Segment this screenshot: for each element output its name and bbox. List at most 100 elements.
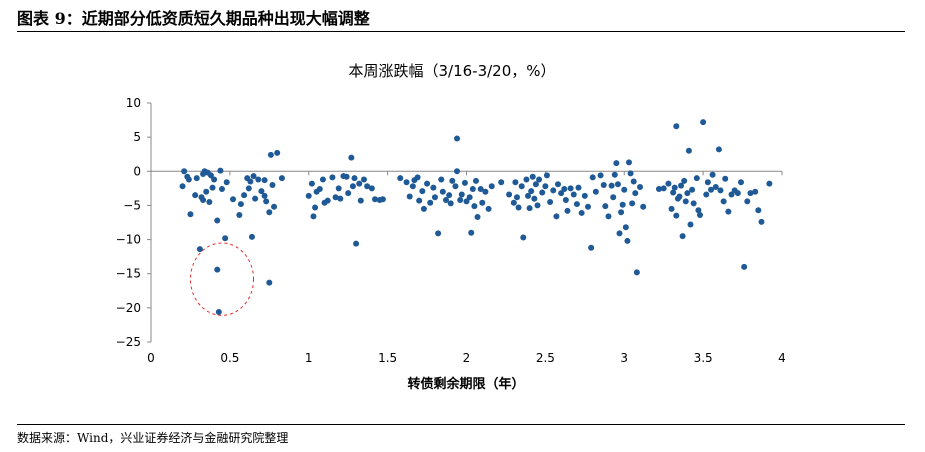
data-point xyxy=(245,185,252,192)
data-point xyxy=(469,186,476,193)
data-point xyxy=(360,176,367,183)
highlight-circle xyxy=(189,242,255,316)
data-point xyxy=(561,186,568,193)
data-point xyxy=(356,180,363,187)
data-point xyxy=(211,176,218,183)
data-point xyxy=(269,181,276,188)
data-point xyxy=(353,240,360,247)
data-point xyxy=(258,188,265,195)
data-point xyxy=(250,173,257,180)
data-point xyxy=(611,171,618,178)
data-point xyxy=(567,185,574,192)
data-point xyxy=(518,183,525,190)
data-point xyxy=(728,191,735,198)
data-point xyxy=(681,177,688,184)
data-point xyxy=(179,183,186,190)
data-point xyxy=(630,178,637,185)
data-point xyxy=(397,175,404,182)
data-point xyxy=(427,199,434,206)
data-point xyxy=(614,181,621,188)
data-point xyxy=(472,177,479,184)
data-point xyxy=(223,179,230,186)
x-tick-label: 2.5 xyxy=(536,351,555,365)
data-point xyxy=(621,186,628,193)
data-point xyxy=(624,237,631,244)
data-point xyxy=(717,187,724,194)
data-point xyxy=(532,181,539,188)
data-point xyxy=(722,175,729,182)
x-tick-label: 4 xyxy=(778,351,786,365)
data-point xyxy=(364,183,371,190)
data-point xyxy=(655,186,662,193)
data-point xyxy=(720,198,727,205)
data-point xyxy=(766,180,773,187)
data-point xyxy=(343,173,350,180)
data-point xyxy=(278,175,285,182)
data-point xyxy=(438,176,445,183)
data-point xyxy=(267,151,274,158)
data-point xyxy=(329,174,336,181)
data-point xyxy=(261,192,268,199)
data-point xyxy=(755,207,762,214)
data-point xyxy=(203,188,210,195)
data-point xyxy=(588,244,595,251)
data-point xyxy=(619,201,626,208)
x-tick-label: 3.5 xyxy=(694,351,713,365)
data-point xyxy=(704,179,711,186)
data-point xyxy=(581,192,588,199)
data-point xyxy=(700,119,707,126)
data-point xyxy=(471,203,478,210)
x-tick-label: 2 xyxy=(463,351,471,365)
data-point xyxy=(218,186,225,193)
data-point xyxy=(266,279,273,286)
data-point xyxy=(419,188,426,195)
data-point xyxy=(564,207,571,214)
data-point xyxy=(520,234,527,241)
data-point xyxy=(372,196,379,203)
data-point xyxy=(252,195,259,202)
data-point xyxy=(357,197,364,204)
data-point xyxy=(337,195,344,202)
data-point xyxy=(446,192,453,199)
data-point xyxy=(193,175,200,182)
data-point xyxy=(332,194,339,201)
x-tick-label: 1.5 xyxy=(378,351,397,365)
data-point xyxy=(409,183,416,190)
data-point xyxy=(632,190,639,197)
data-point xyxy=(442,196,449,203)
data-point xyxy=(457,196,464,203)
data-point xyxy=(597,172,604,179)
data-point xyxy=(506,191,513,198)
data-point xyxy=(696,211,703,218)
y-tick-label: −20 xyxy=(116,301,141,315)
data-point xyxy=(312,204,319,211)
data-point xyxy=(192,192,199,199)
data-point xyxy=(217,167,224,174)
title-divider xyxy=(17,31,905,32)
x-tick-label: 0 xyxy=(147,351,155,365)
data-point xyxy=(222,235,229,242)
data-point xyxy=(627,170,634,177)
y-tick-label: 0 xyxy=(133,164,141,178)
data-point xyxy=(673,123,680,130)
data-point xyxy=(573,201,580,208)
data-point xyxy=(553,213,560,220)
data-point xyxy=(463,198,470,205)
y-tick-label: −5 xyxy=(123,198,141,212)
data-point xyxy=(744,198,751,205)
data-point xyxy=(543,172,550,179)
y-tick-label: −25 xyxy=(116,335,141,349)
data-point xyxy=(687,221,694,228)
data-points xyxy=(179,119,773,315)
data-point xyxy=(682,198,689,205)
data-point xyxy=(526,205,533,212)
data-point xyxy=(515,204,522,211)
data-point xyxy=(349,183,356,190)
y-tick-label: −15 xyxy=(116,267,141,281)
data-point xyxy=(715,146,722,153)
data-point xyxy=(605,213,612,220)
y-tick-label: 10 xyxy=(126,96,141,110)
x-tick-label: 0.5 xyxy=(220,351,239,365)
data-point xyxy=(454,168,461,175)
